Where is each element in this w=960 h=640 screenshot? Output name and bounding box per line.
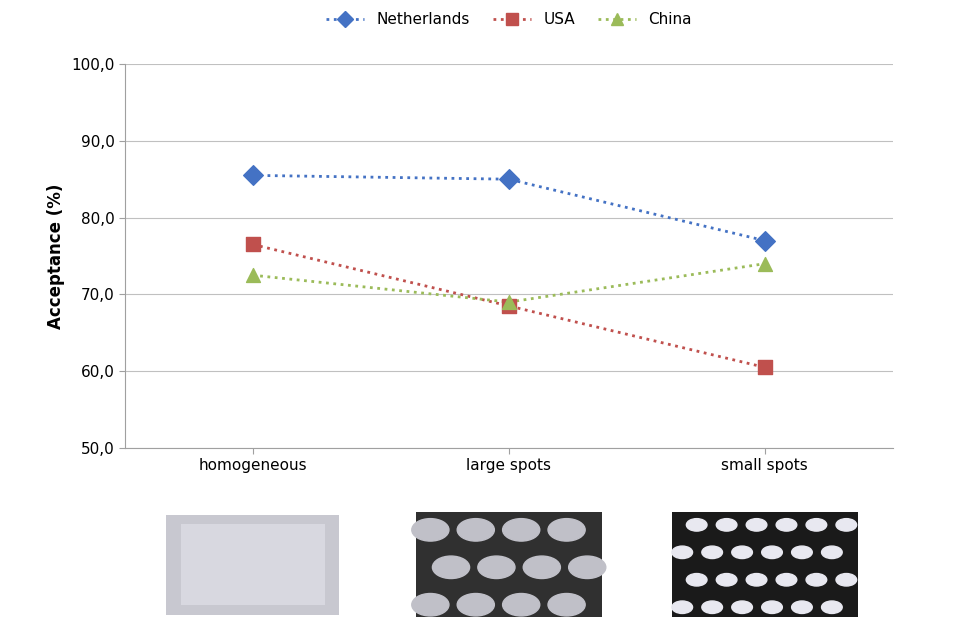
Legend: Netherlands, USA, China: Netherlands, USA, China	[320, 6, 698, 33]
Circle shape	[716, 573, 737, 586]
Point	[245, 239, 260, 250]
Circle shape	[702, 601, 723, 614]
Circle shape	[822, 546, 842, 559]
Circle shape	[822, 601, 842, 614]
Circle shape	[523, 556, 561, 579]
Circle shape	[761, 601, 782, 614]
Circle shape	[761, 546, 782, 559]
Point	[501, 174, 516, 184]
Point	[501, 297, 516, 307]
Bar	[180, 524, 325, 605]
Circle shape	[732, 601, 753, 614]
Circle shape	[568, 556, 606, 579]
Circle shape	[457, 518, 494, 541]
Y-axis label: Acceptance (%): Acceptance (%)	[47, 183, 65, 329]
Circle shape	[503, 593, 540, 616]
Circle shape	[746, 573, 767, 586]
Circle shape	[503, 518, 540, 541]
Point	[245, 170, 260, 180]
Bar	[672, 513, 857, 617]
Circle shape	[672, 601, 692, 614]
Circle shape	[457, 593, 494, 616]
Point	[757, 362, 773, 372]
Point	[757, 259, 773, 269]
Circle shape	[806, 573, 827, 586]
Point	[501, 301, 516, 311]
Circle shape	[702, 546, 723, 559]
Circle shape	[776, 518, 797, 531]
Circle shape	[548, 593, 586, 616]
Circle shape	[716, 518, 737, 531]
Circle shape	[792, 601, 812, 614]
Circle shape	[806, 518, 827, 531]
Circle shape	[478, 556, 515, 579]
Circle shape	[432, 556, 469, 579]
Bar	[166, 515, 340, 614]
Circle shape	[792, 546, 812, 559]
Circle shape	[672, 546, 692, 559]
Circle shape	[548, 518, 586, 541]
Circle shape	[776, 573, 797, 586]
Circle shape	[686, 573, 707, 586]
Circle shape	[412, 593, 449, 616]
Point	[245, 270, 260, 280]
Circle shape	[836, 518, 856, 531]
Bar	[416, 513, 602, 617]
Circle shape	[836, 573, 856, 586]
Circle shape	[686, 518, 707, 531]
Point	[757, 236, 773, 246]
Circle shape	[732, 546, 753, 559]
Circle shape	[412, 518, 449, 541]
Circle shape	[746, 518, 767, 531]
